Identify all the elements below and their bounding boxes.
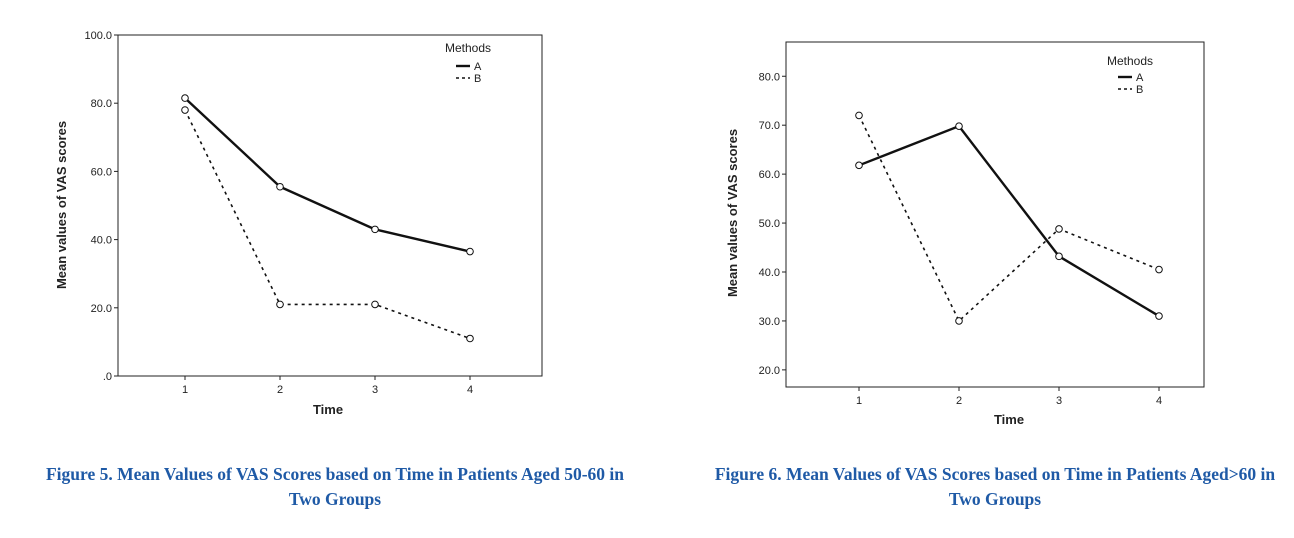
series-line-A bbox=[184, 97, 471, 253]
data-point-B bbox=[276, 300, 284, 309]
data-point-A bbox=[855, 161, 863, 170]
plot-frame bbox=[117, 34, 543, 377]
y-tick-label: 20.0 bbox=[759, 365, 780, 377]
data-point-B bbox=[1155, 265, 1163, 274]
figure-5-chart: .0 20.0 40.0 60.0 80.0 100.0 1 2 3 4 Time Mean valu… bbox=[54, 30, 543, 417]
y-axis-title: Mean values of VAS scores bbox=[54, 121, 69, 289]
data-point-A bbox=[1055, 252, 1063, 261]
y-tick-label: 70.0 bbox=[759, 120, 780, 132]
legend-label-B: B bbox=[474, 73, 481, 85]
figure-5-caption: Figure 5. Mean Values of VAS Scores base… bbox=[45, 464, 625, 509]
data-point-B bbox=[855, 111, 863, 120]
x-tick-label: 3 bbox=[1056, 395, 1062, 407]
figure-6-caption: Figure 6. Mean Values of VAS Scores base… bbox=[714, 464, 1276, 509]
data-point-A bbox=[276, 182, 284, 191]
y-axis-title: Mean values of VAS scores bbox=[725, 129, 740, 297]
y-tick-label: 60.0 bbox=[91, 166, 112, 178]
legend-label-A: A bbox=[1136, 72, 1144, 84]
y-tick-label: 100.0 bbox=[84, 30, 112, 42]
y-tick-label: 50.0 bbox=[759, 218, 780, 230]
data-point-A bbox=[1155, 312, 1163, 320]
y-tick-label: 80.0 bbox=[759, 71, 780, 83]
y-tick-label: 80.0 bbox=[91, 98, 112, 110]
plot-frame bbox=[785, 41, 1205, 388]
series-line-A bbox=[858, 124, 1160, 318]
x-tick-label: 2 bbox=[956, 395, 962, 407]
x-tick-label: 1 bbox=[856, 395, 862, 407]
y-tick-label: 40.0 bbox=[759, 267, 780, 279]
y-tick-label: 20.0 bbox=[91, 303, 112, 315]
data-point-B bbox=[466, 334, 474, 343]
data-point-A bbox=[466, 247, 474, 256]
data-point-B bbox=[181, 106, 189, 114]
figure-5: .0 20.0 40.0 60.0 80.0 100.0 1 2 3 4 Time Mean valu… bbox=[0, 0, 640, 538]
data-point-A bbox=[181, 94, 189, 102]
series-line-B bbox=[858, 115, 1160, 322]
x-tick-label: 4 bbox=[1156, 395, 1162, 407]
data-point-B bbox=[955, 317, 963, 325]
legend-title: Methods bbox=[445, 41, 491, 55]
x-tick-label: 3 bbox=[372, 384, 378, 396]
legend-title: Methods bbox=[1107, 54, 1153, 68]
x-tick-label: 4 bbox=[467, 384, 473, 396]
data-point-B bbox=[1055, 225, 1063, 233]
legend-label-A: A bbox=[474, 61, 482, 73]
y-tick-label: 60.0 bbox=[759, 169, 780, 181]
y-tick-label: .0 bbox=[103, 371, 112, 383]
y-tick-label: 30.0 bbox=[759, 316, 780, 328]
figure-6: 20.0 30.0 40.0 50.0 60.0 70.0 80.0 1 2 3 4 Time Mean… bbox=[660, 0, 1294, 538]
series-line-B bbox=[184, 109, 471, 340]
legend-label-B: B bbox=[1136, 84, 1143, 96]
figure-6-chart: 20.0 30.0 40.0 50.0 60.0 70.0 80.0 1 2 3 4 Time Mean… bbox=[725, 41, 1205, 427]
x-axis-title: Time bbox=[994, 412, 1024, 427]
data-point-B bbox=[371, 300, 379, 309]
x-axis-title: Time bbox=[313, 402, 343, 417]
y-tick-label: 40.0 bbox=[91, 235, 112, 247]
x-tick-label: 1 bbox=[182, 384, 188, 396]
data-point-A bbox=[371, 225, 379, 234]
data-point-A bbox=[955, 122, 963, 130]
x-tick-label: 2 bbox=[277, 384, 283, 396]
